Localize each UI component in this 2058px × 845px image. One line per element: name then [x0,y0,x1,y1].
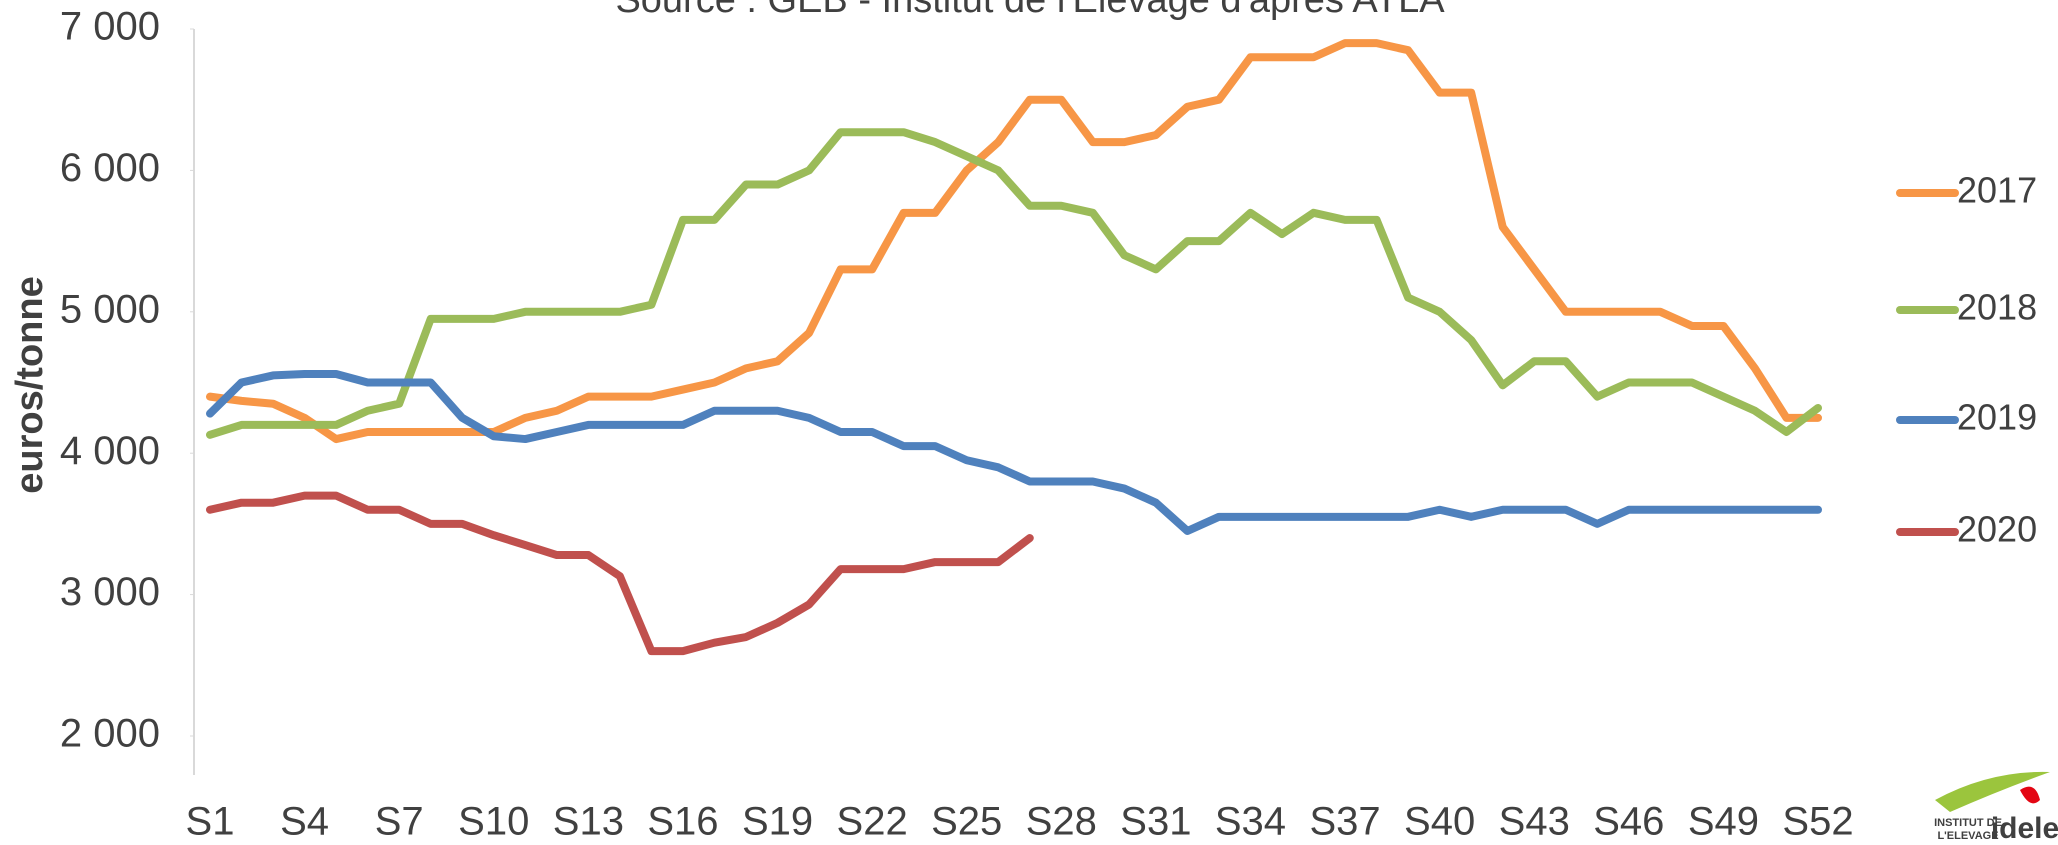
legend-label: 2020 [1957,509,2037,550]
x-tick-label: S34 [1215,800,1286,844]
x-tick-label: S13 [553,800,624,844]
y-tick-label: 6 000 [60,146,160,190]
x-tick-label: S31 [1120,800,1191,844]
x-tick-label: S19 [742,800,813,844]
y-tick-label: 2 000 [60,712,160,756]
x-tick-label: S10 [458,800,529,844]
y-tick-label: 7 000 [60,5,160,49]
series-line [206,39,1822,444]
x-tick-label: S49 [1688,800,1759,844]
x-tick-label: S52 [1782,800,1853,844]
y-tick-label: 5 000 [60,287,160,331]
series-line [206,128,1822,439]
logo-text: L'ELEVAGE [1937,830,1998,842]
legend-label: 2019 [1957,397,2037,438]
logo-swoosh [1935,771,2050,812]
x-tick-label: S16 [647,800,718,844]
x-tick-label: S1 [186,800,235,844]
legend-label: 2018 [1957,287,2037,328]
chart-subtitle: Source : GEB - Institut de l'Elevage d'a… [615,0,1445,21]
x-tick-label: S37 [1309,800,1380,844]
y-tick-label: 4 000 [60,429,160,473]
x-tick-label: S7 [375,800,424,844]
x-tick-label: S25 [931,800,1002,844]
logo-drop [2020,786,2040,804]
x-tick-label: S46 [1593,800,1664,844]
x-tick-label: S28 [1026,800,1097,844]
legend-label: 2017 [1957,170,2037,211]
logo-brand: idele [1991,812,2058,845]
y-axis-label: euros/tonne [9,276,51,493]
x-tick-label: S40 [1404,800,1475,844]
logo: INSTITUT DE L'ELEVAGE idele [1934,771,2058,845]
x-tick-label: S43 [1499,800,1570,844]
series-line [206,491,1034,656]
logo-text: INSTITUT DE [1934,817,2002,829]
x-tick-label: S22 [837,800,908,844]
y-tick-label: 3 000 [60,570,160,614]
x-tick-label: S4 [280,800,329,844]
series-line [206,370,1822,535]
